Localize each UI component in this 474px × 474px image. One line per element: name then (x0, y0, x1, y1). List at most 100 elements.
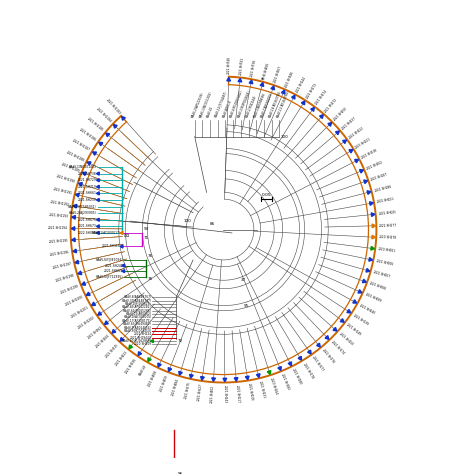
Text: 2021-SH363: 2021-SH363 (86, 325, 103, 339)
Text: HAdV-63(JN549480): HAdV-63(JN549480) (123, 322, 152, 326)
Text: 95: 95 (244, 304, 249, 308)
Polygon shape (148, 358, 151, 362)
Polygon shape (75, 193, 79, 197)
Polygon shape (96, 179, 99, 182)
Text: 2021-SH008: 2021-SH008 (369, 282, 387, 292)
Polygon shape (75, 260, 79, 264)
Polygon shape (112, 329, 116, 333)
Polygon shape (227, 77, 230, 81)
Text: 2022-SH021: 2022-SH021 (376, 197, 395, 204)
Polygon shape (234, 378, 238, 381)
Text: 2021-SH009: 2021-SH009 (364, 292, 382, 303)
Text: HAdV-CINC001403: HAdV-CINC001403 (69, 165, 97, 169)
Text: 2021-SH274: 2021-SH274 (315, 89, 328, 106)
Polygon shape (96, 225, 99, 228)
Text: 2021-SH040: 2021-SH040 (359, 303, 376, 315)
Text: 93: 93 (144, 227, 149, 231)
Text: 2021-SH242: 2021-SH242 (104, 264, 123, 267)
Text: 0.05: 0.05 (262, 192, 272, 197)
Polygon shape (99, 142, 103, 146)
Polygon shape (113, 125, 117, 128)
Text: HAdV-8(AB448767): HAdV-8(AB448767) (124, 295, 152, 299)
Text: 2021-SH222: 2021-SH222 (348, 126, 365, 140)
Text: 2021-SH006: 2021-SH006 (375, 259, 394, 266)
Polygon shape (179, 372, 182, 375)
Text: HAdV-2(AJ293905): HAdV-2(AJ293905) (69, 211, 97, 215)
Polygon shape (122, 264, 125, 267)
Text: HAdV-2(FGD144): HAdV-2(FGD144) (245, 94, 258, 118)
Polygon shape (366, 268, 370, 272)
Polygon shape (271, 86, 274, 90)
Polygon shape (311, 108, 314, 111)
Polygon shape (249, 80, 253, 84)
Text: 2022-SH315: 2022-SH315 (104, 342, 119, 358)
Polygon shape (328, 122, 332, 126)
Text: HAdV-6(JF712995): HAdV-6(JF712995) (95, 275, 123, 279)
Text: 2021-SH177: 2021-SH177 (311, 356, 325, 373)
Text: 2021-SH218: 2021-SH218 (361, 148, 379, 160)
Polygon shape (372, 224, 375, 228)
Text: 2021-SH1198: 2021-SH1198 (55, 273, 75, 283)
Text: 2021-SH202: 2021-SH202 (366, 160, 384, 171)
Text: 2021-SH459: 2021-SH459 (159, 374, 169, 392)
Text: 2021-SH1190: 2021-SH1190 (56, 174, 76, 184)
Text: 2021-SH669: 2021-SH669 (104, 269, 123, 273)
Polygon shape (122, 117, 125, 120)
Text: HAdV-ATCC-4: HAdV-ATCC-4 (222, 99, 233, 118)
Text: HAdV-40(KU162869): HAdV-40(KU162869) (122, 339, 152, 343)
Text: HAdV-49: HAdV-49 (138, 364, 148, 376)
Polygon shape (246, 376, 249, 380)
Polygon shape (92, 152, 97, 155)
Polygon shape (278, 366, 282, 371)
Polygon shape (73, 249, 77, 253)
Polygon shape (364, 180, 368, 183)
Text: HAdV-6(FJ349096): HAdV-6(FJ349096) (95, 258, 123, 262)
Polygon shape (106, 133, 109, 137)
Text: 2021-SH1195: 2021-SH1195 (48, 238, 69, 244)
Text: 2021-SH19443: 2021-SH19443 (130, 336, 152, 340)
Polygon shape (86, 292, 90, 295)
Text: 2021-SH1196: 2021-SH1196 (50, 250, 70, 257)
Polygon shape (355, 159, 359, 163)
Text: 2020-SH278: 2020-SH278 (379, 236, 397, 240)
Text: 2021-SH1192: 2021-SH1192 (50, 200, 70, 207)
Text: 2020-SH209: 2020-SH209 (134, 343, 152, 346)
Text: HAdV-D(AC000005): HAdV-D(AC000005) (123, 315, 152, 319)
Text: HAdV-14(AY163756): HAdV-14(AY163756) (268, 89, 283, 118)
Polygon shape (367, 191, 371, 194)
Polygon shape (370, 201, 374, 205)
Text: HAdV-11(AY163756): HAdV-11(AY163756) (275, 89, 290, 118)
Text: 2021-SH402: 2021-SH402 (210, 384, 215, 403)
Text: 2021-SH272: 2021-SH272 (324, 97, 339, 113)
Polygon shape (168, 368, 172, 372)
Polygon shape (79, 182, 82, 186)
Text: 2021-SH1193: 2021-SH1193 (48, 213, 69, 219)
Text: 2021-SH1200: 2021-SH1200 (64, 295, 84, 307)
Polygon shape (292, 95, 295, 99)
Polygon shape (256, 374, 260, 377)
Text: 2021-SH180: 2021-SH180 (291, 368, 303, 386)
Polygon shape (238, 78, 242, 82)
Polygon shape (260, 82, 264, 86)
Text: 2021-SH139: 2021-SH139 (353, 313, 370, 326)
Text: 71: 71 (144, 236, 149, 240)
Text: 76: 76 (147, 254, 153, 258)
Text: HAdV-37(AB448717): HAdV-37(AB448717) (122, 299, 152, 302)
Polygon shape (371, 246, 374, 250)
Polygon shape (82, 172, 86, 175)
Text: 2021-SH1199: 2021-SH1199 (59, 284, 79, 295)
Text: 2021-SH264: 2021-SH264 (95, 334, 111, 349)
Text: 96: 96 (178, 472, 183, 474)
Polygon shape (129, 345, 132, 349)
Text: HAdV-41: HAdV-41 (206, 105, 215, 118)
Polygon shape (122, 270, 125, 273)
Text: 2021-SH1185: 2021-SH1185 (87, 117, 104, 133)
Polygon shape (72, 238, 75, 242)
Text: 2021-SH575: 2021-SH575 (184, 381, 192, 399)
Text: 100: 100 (281, 135, 289, 138)
Text: 2021-SH1184: 2021-SH1184 (95, 107, 112, 124)
Text: 2021-SH250: 2021-SH250 (333, 106, 348, 122)
Polygon shape (267, 371, 271, 374)
Text: MAdV-1(NC011002): MAdV-1(NC011002) (199, 90, 213, 118)
Text: 2021-SH176: 2021-SH176 (321, 348, 336, 365)
